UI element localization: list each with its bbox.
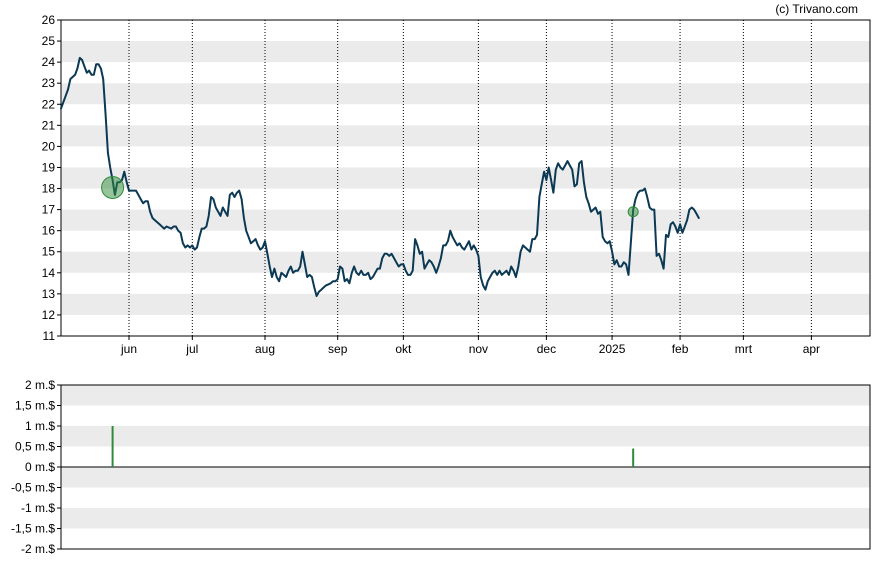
price-band — [61, 41, 870, 63]
x-tick-label: dec — [537, 342, 556, 356]
volume-tick-label: -1 m.$ — [21, 501, 55, 515]
price-band — [61, 125, 870, 147]
y-tick-label: 14 — [42, 266, 56, 280]
y-tick-label: 19 — [42, 160, 56, 174]
volume-tick-label: -2 m.$ — [21, 542, 55, 556]
trade-marker — [101, 175, 125, 199]
x-tick-label: 2025 — [599, 342, 626, 356]
volume-y-axis: 2 m.$ 1,5 m.$ 1 m.$ 0,5 m.$ 0 m.$ -0,5 m.$ -1 … — [11, 378, 61, 556]
x-tick-label: nov — [469, 342, 488, 356]
price-band — [61, 167, 870, 189]
x-tick-label: sep — [328, 342, 348, 356]
y-tick-label: 18 — [42, 182, 56, 196]
volume-bands — [61, 385, 870, 529]
volume-tick-label: -0,5 m.$ — [11, 481, 55, 495]
price-band — [61, 83, 870, 105]
price-trade-markers — [101, 175, 639, 218]
x-tick-label: okt — [395, 342, 412, 356]
y-tick-label: 11 — [43, 329, 56, 343]
y-tick-label: 22 — [42, 97, 56, 111]
x-tick-label: jun — [120, 342, 137, 356]
price-series-line — [60, 56, 700, 297]
y-tick-label: 12 — [42, 308, 56, 322]
volume-tick-label: 2 m.$ — [25, 378, 55, 392]
price-plot-frame — [60, 19, 871, 337]
price-y-axis: 11 12 13 14 15 16 17 18 19 20 21 22 23 24 25 26 — [42, 13, 61, 343]
y-tick-label: 26 — [42, 13, 56, 27]
x-tick-label: mrt — [735, 342, 753, 356]
price-band — [61, 209, 870, 231]
volume-tick-label: 1 m.$ — [25, 419, 55, 433]
y-tick-label: 15 — [42, 245, 56, 259]
y-tick-label: 17 — [42, 203, 56, 217]
trade-marker — [627, 206, 639, 218]
price-band — [61, 251, 870, 273]
y-tick-label: 25 — [42, 34, 56, 48]
x-tick-label: jul — [185, 342, 198, 356]
volume-bars — [111, 426, 635, 467]
volume-band — [61, 385, 870, 406]
y-tick-label: 13 — [42, 287, 56, 301]
y-tick-label: 23 — [42, 76, 56, 90]
credit-label: (c) Trivano.com — [775, 2, 858, 16]
y-tick-label: 20 — [42, 139, 56, 153]
price-x-axis: jun jul aug sep okt nov dec 2025 feb mrt apr — [120, 336, 820, 356]
y-tick-label: 24 — [42, 55, 56, 69]
y-tick-label: 16 — [42, 224, 56, 238]
x-tick-label: aug — [255, 342, 275, 356]
price-bands — [61, 41, 870, 315]
price-band — [61, 293, 870, 315]
x-tick-label: apr — [803, 342, 820, 356]
volume-tick-label: 1,5 m.$ — [15, 399, 55, 413]
volume-band — [61, 426, 870, 447]
volume-band — [61, 508, 870, 529]
volume-tick-label: 0,5 m.$ — [15, 440, 55, 454]
volume-tick-label: -1,5 m.$ — [11, 522, 55, 536]
volume-band — [61, 467, 870, 488]
volume-tick-label: 0 m.$ — [25, 460, 55, 474]
x-tick-label: feb — [672, 342, 689, 356]
y-tick-label: 21 — [42, 118, 56, 132]
